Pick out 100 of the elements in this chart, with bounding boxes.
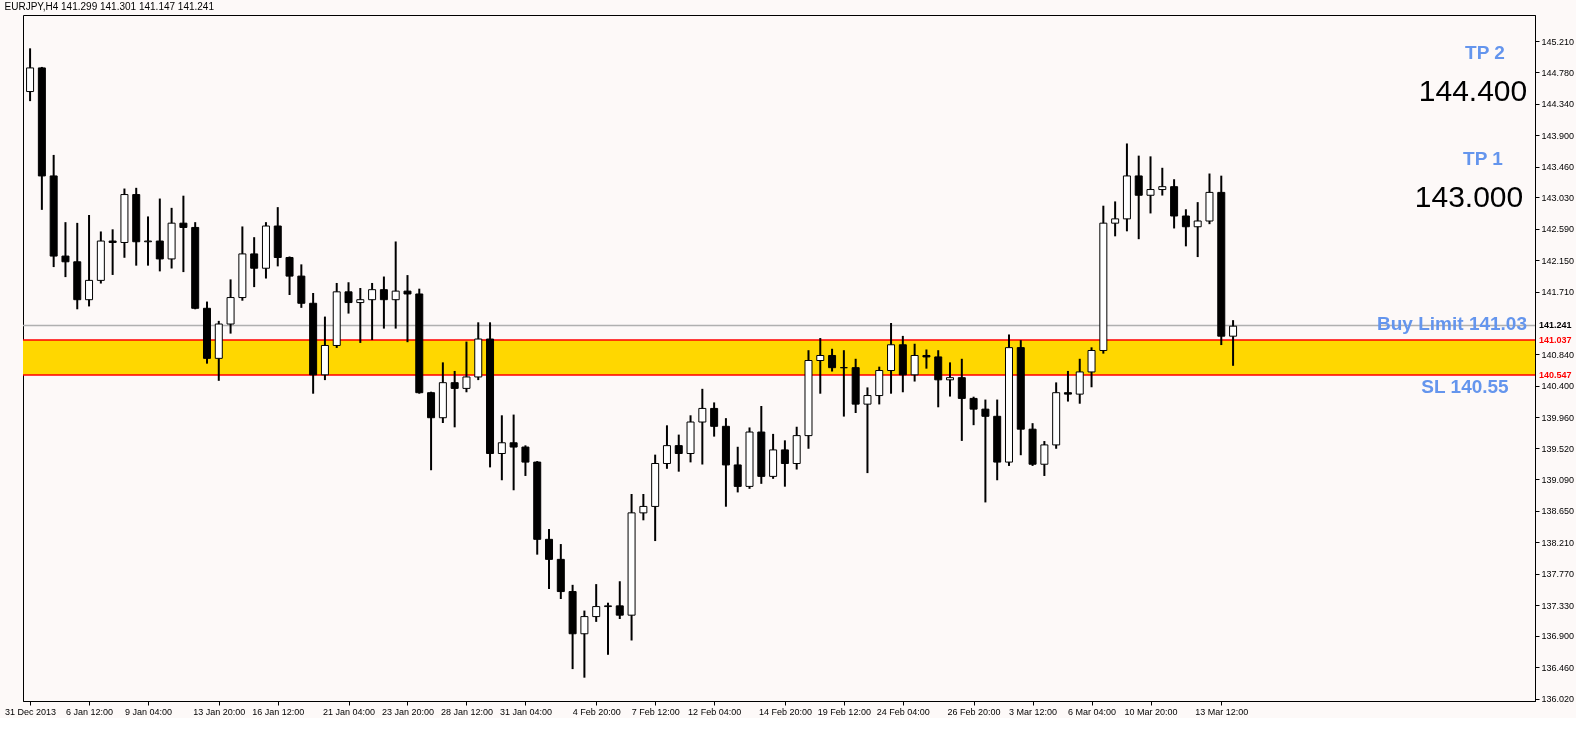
y-tick-label: 141.710 [1541,287,1575,298]
y-tick-label: 139.520 [1541,443,1575,454]
x-tick-label: 19 Feb 12:00 [817,706,871,717]
candlestick [344,282,353,314]
annotation: 144.400 [1418,73,1528,107]
candlestick [934,350,943,408]
x-tick-label: 23 Jan 20:00 [381,706,435,717]
x-tick-label: 24 Feb 04:00 [876,706,930,717]
candlestick [521,445,530,476]
candlestick [285,256,294,295]
x-tick-label: 9 Jan 04:00 [124,706,173,717]
y-tick-label: 136.020 [1541,694,1575,705]
x-tick-label: 21 Jan 04:00 [322,706,376,717]
y-tick-label: 137.770 [1541,569,1575,580]
x-tick-label: 6 Jan 12:00 [66,706,114,717]
candlestick [1181,209,1190,247]
annotation: Buy Limit 141.03 [1377,313,1527,335]
y-tick-label: 142.590 [1541,224,1575,235]
y-tick-label: 140.840 [1541,349,1575,360]
candlestick [1087,347,1096,388]
x-tick-label: 6 Mar 04:00 [1068,706,1117,717]
y-tick-label: 139.090 [1541,474,1575,485]
candlestick [1146,156,1155,214]
candlestick [403,275,412,343]
x-tick-label: 13 Jan 20:00 [193,706,246,717]
candlestick [828,348,837,372]
candlestick [545,529,554,589]
candlestick [85,215,94,307]
candlestick [969,396,978,426]
candlestick [155,198,164,272]
candlestick [592,584,601,622]
x-tick-label: 7 Feb 12:00 [631,706,680,717]
y-tick-label: 144.340 [1541,99,1575,110]
candlestick [922,349,931,369]
annotation: 143.000 [1414,180,1524,214]
x-tick-label: 28 Jan 12:00 [440,706,493,717]
candlestick [1075,358,1084,404]
candlestick [26,48,35,102]
candlestick [580,610,589,678]
annotation: SL 140.55 [1421,376,1510,398]
y-tick-label: 140.400 [1541,381,1575,392]
candlestick [733,446,742,493]
x-tick-label: 13 Mar 12:00 [1195,706,1249,717]
candlestick [1158,167,1167,196]
x-tick-label: 12 Feb 04:00 [688,706,742,717]
candlestick [957,358,966,441]
ref-line-label: 141.037 [1539,334,1572,345]
y-tick-label: 143.030 [1541,192,1575,203]
y-tick-label: 137.330 [1541,600,1575,611]
y-tick-label: 138.650 [1541,506,1575,517]
annotation: TP 2 [1465,42,1505,64]
y-tick-label: 142.150 [1541,255,1575,266]
x-tick-label: 4 Feb 20:00 [572,706,621,717]
x-tick-label: 3 Mar 12:00 [1009,706,1058,717]
candlestick [509,414,518,491]
candlestick [698,388,707,465]
candlestick [391,241,400,329]
candlestick [1193,202,1202,258]
candlestick [910,343,919,382]
candlestick [710,402,719,437]
candlestick [368,282,377,341]
y-tick-label: 139.960 [1541,412,1575,423]
candlestick [674,434,683,472]
chart-title: EURJPY,H4 141.299 141.301 141.147 141.241 [4,1,215,12]
candlestick [356,287,365,343]
candlestick [946,362,955,397]
ref-line-label: 141.241 [1539,320,1572,331]
x-tick-label: 10 Mar 20:00 [1124,706,1178,717]
x-tick-label: 16 Jan 12:00 [252,706,305,717]
candlestick [144,216,153,266]
candlestick [1229,320,1238,366]
candlestick [497,415,506,481]
candlestick [603,602,612,655]
y-tick-label: 136.900 [1541,631,1575,642]
y-tick-label: 144.780 [1541,67,1575,78]
candlestick [450,370,459,428]
candlestick [61,222,70,278]
ref-line-label: 140.547 [1539,370,1572,381]
candlestick [108,229,117,275]
annotation: TP 1 [1463,148,1504,170]
candlestick [1040,441,1049,476]
candlestick [981,399,990,503]
candlestick [780,440,789,487]
x-tick-label: 26 Feb 20:00 [947,706,1001,717]
y-tick-label: 145.210 [1541,36,1575,47]
x-tick-label: 31 Jan 04:00 [499,706,552,717]
candlestick [816,338,825,394]
candlestick [1063,370,1072,402]
y-tick-label: 143.460 [1541,162,1575,173]
candlestick [615,581,624,620]
candlestick [250,237,259,288]
candlestick [379,276,388,329]
candlestick [662,425,671,469]
candlestick [863,387,872,474]
x-tick-label: 31 Dec 2013 [5,706,57,717]
y-tick-label: 143.900 [1541,130,1575,141]
candlestick [462,341,471,393]
y-tick-label: 136.460 [1541,662,1575,673]
y-tick-label: 138.210 [1541,537,1575,548]
x-tick-label: 14 Feb 20:00 [758,706,812,717]
